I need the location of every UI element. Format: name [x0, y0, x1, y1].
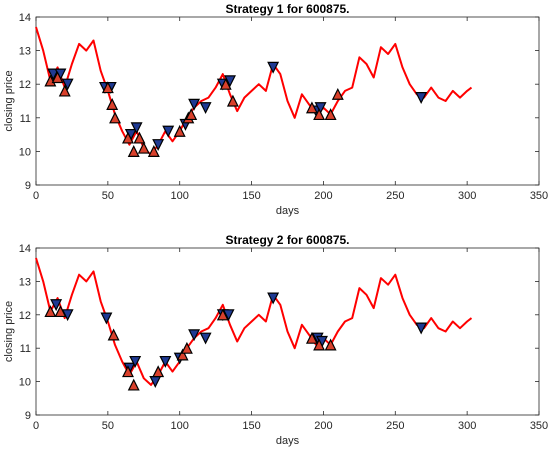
x-tick-label: 50 [102, 190, 114, 202]
y-tick-label: 9 [25, 180, 31, 192]
buy-marker [58, 84, 71, 97]
buy-marker [147, 145, 160, 157]
sell-marker [152, 139, 165, 152]
buy-marker [331, 87, 344, 100]
x-tick-label: 0 [33, 420, 39, 432]
chart-panel-strategy-2: Strategy 2 for 600875. 0 50 100 150 200 250 300… [3, 233, 548, 447]
sell-marker [188, 329, 201, 342]
buy-marker [122, 131, 134, 144]
buy-marker [180, 341, 193, 354]
y-tick-label: 11 [20, 343, 31, 355]
y-tick-label: 14 [19, 243, 31, 255]
buy-marker [137, 141, 150, 154]
sell-marker [47, 68, 60, 81]
chart-title: Strategy 2 for 600875. [225, 233, 349, 247]
buy-marker [313, 108, 326, 121]
y-axis-label: closing price [3, 70, 15, 131]
sell-marker [415, 92, 428, 104]
buy-marker [324, 338, 337, 351]
x-tick-label: 200 [314, 420, 332, 432]
sell-marker [188, 98, 201, 111]
sell-marker [100, 312, 113, 325]
buy-marker [313, 338, 326, 351]
buy-marker [216, 308, 229, 321]
buy-marker [101, 81, 114, 94]
buy-marker [324, 108, 337, 121]
sell-marker [61, 78, 74, 91]
buy-marker [133, 131, 146, 144]
x-tick-label: 250 [386, 420, 404, 432]
buy-marker [176, 348, 189, 361]
x-tick-label: 100 [171, 420, 189, 432]
x-tick-label: 250 [386, 190, 404, 202]
x-tick-label: 0 [33, 190, 39, 202]
x-tick-label: 150 [242, 420, 260, 432]
x-tick-label: 300 [458, 190, 476, 202]
y-tick-label: 10 [19, 146, 31, 158]
buy-marker [107, 328, 120, 341]
buy-marker [152, 365, 165, 378]
x-tick-label: 350 [530, 190, 548, 202]
buy-marker [127, 378, 140, 391]
y-tick-label: 12 [19, 310, 31, 322]
sell-marker [130, 122, 143, 135]
sell-marker [129, 355, 142, 368]
sell-marker [159, 355, 172, 368]
buy-marker [305, 331, 318, 344]
x-tick-label: 150 [242, 190, 260, 202]
buy-marker [185, 108, 198, 121]
buy-marker [305, 101, 318, 114]
x-tick-label: 350 [530, 420, 548, 432]
y-tick-label: 14 [19, 12, 31, 24]
buy-marker [54, 305, 67, 318]
sell-marker [222, 309, 235, 322]
buy-marker [122, 365, 134, 378]
buy-marker [127, 145, 140, 157]
buy-marker [44, 305, 57, 318]
x-axis-label: days [276, 435, 300, 447]
y-tick-label: 13 [19, 46, 31, 58]
x-axis-label: days [276, 205, 300, 217]
buy-marker [51, 71, 64, 84]
sell-marker [224, 75, 236, 88]
sell-marker [415, 322, 428, 335]
y-tick-label: 11 [20, 113, 31, 125]
sell-marker [267, 61, 280, 74]
buy-marker [226, 94, 239, 107]
x-tick-label: 200 [314, 190, 332, 202]
y-tick-label: 9 [25, 410, 31, 422]
sell-marker [199, 332, 212, 345]
sell-marker [50, 299, 63, 312]
x-tick-label: 100 [171, 190, 189, 202]
price-series-line [35, 26, 473, 156]
y-tick-label: 10 [19, 377, 31, 389]
buy-marker [173, 124, 186, 137]
sell-marker [199, 102, 212, 115]
sell-marker [162, 125, 175, 138]
sell-marker [267, 292, 280, 305]
buy-marker [219, 77, 232, 90]
chart-title: Strategy 1 for 600875. [225, 2, 349, 16]
x-tick-label: 50 [102, 420, 114, 432]
sell-marker [314, 102, 327, 115]
chart-panel-strategy-1: Strategy 1 for 600875. 0 50 100 150 200 250 300… [3, 2, 548, 217]
y-axis-label: closing price [3, 301, 15, 362]
buy-marker [106, 98, 119, 110]
price-series-line [35, 257, 473, 386]
buy-marker [109, 111, 122, 124]
y-tick-label: 12 [19, 79, 31, 91]
x-tick-label: 300 [458, 420, 476, 432]
y-tick-label: 13 [19, 276, 31, 288]
